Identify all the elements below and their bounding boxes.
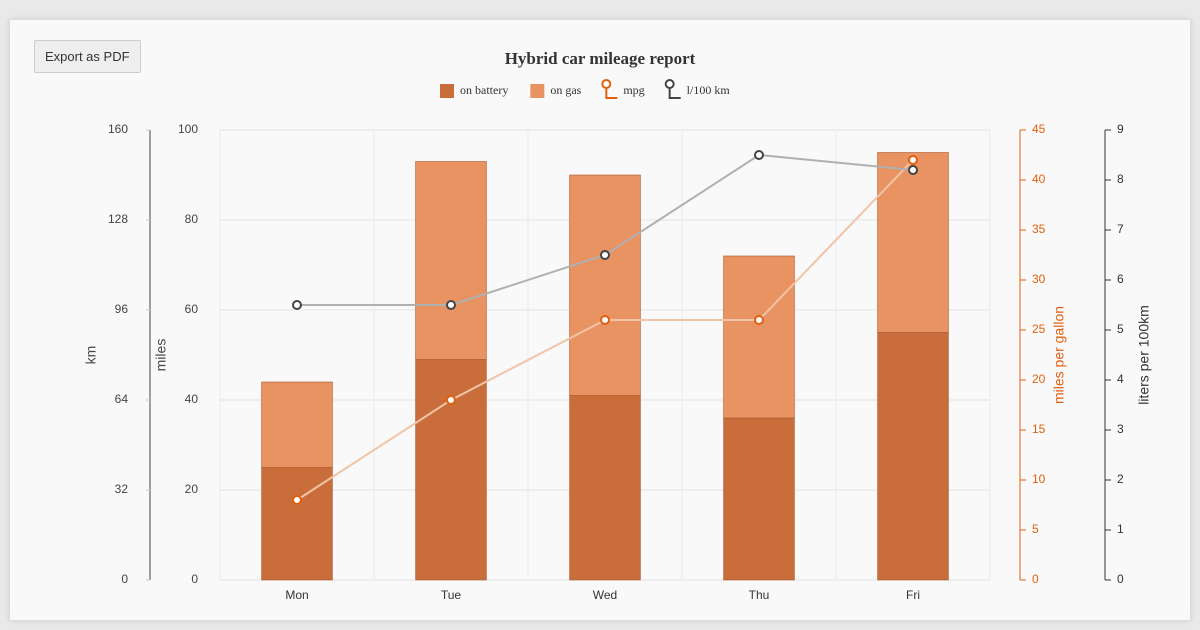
marker <box>908 165 918 175</box>
tick-label: 7 <box>1117 222 1124 236</box>
tick-label: 1 <box>1117 522 1124 536</box>
tick-label: 35 <box>1032 222 1046 236</box>
tick-label: 0 <box>121 572 128 586</box>
marker <box>754 150 764 160</box>
tick-label: 10 <box>1032 472 1046 486</box>
tick-label: 4 <box>1117 372 1124 386</box>
tick-label: 6 <box>1117 272 1124 286</box>
axis-title: miles <box>153 339 169 372</box>
tick-label: 0 <box>191 572 198 586</box>
tick-label: 3 <box>1117 422 1124 436</box>
tick-label: 20 <box>185 482 199 496</box>
tick-label: 40 <box>185 392 199 406</box>
tick-label: 0 <box>1032 572 1039 586</box>
marker <box>446 300 456 310</box>
tick-label: 80 <box>185 212 199 226</box>
marker <box>292 300 302 310</box>
x-tick-label: Tue <box>441 588 462 602</box>
tick-label: 15 <box>1032 422 1046 436</box>
x-tick-label: Thu <box>749 588 770 602</box>
tick-label: 96 <box>115 302 129 316</box>
axis-title: liters per 100km <box>1136 305 1152 405</box>
marker <box>292 495 302 505</box>
chart-title: Hybrid car mileage report <box>505 49 696 68</box>
chart: Hybrid car mileage report 020406080100mi… <box>83 49 1152 602</box>
panel: Export as PDF Hybrid car mileage report … <box>10 20 1190 620</box>
bar-segment <box>877 332 949 581</box>
tick-label: 2 <box>1117 472 1124 486</box>
tick-label: 0 <box>1117 572 1124 586</box>
bar-segment <box>877 152 949 333</box>
legend-swatch <box>440 84 454 98</box>
x-tick-label: Fri <box>906 588 920 602</box>
marker <box>908 155 918 165</box>
bar-segment <box>261 381 333 468</box>
tick-label: 8 <box>1117 172 1124 186</box>
tick-label: 40 <box>1032 172 1046 186</box>
bar-segment <box>415 161 487 360</box>
export-button[interactable]: Export as PDF <box>34 40 141 73</box>
legend-swatch <box>601 79 612 89</box>
bar-segment <box>569 395 641 581</box>
tick-label: 60 <box>185 302 199 316</box>
tick-label: 9 <box>1117 122 1124 136</box>
marker <box>600 315 610 325</box>
legend-label: on gas <box>550 83 581 97</box>
bar-segment <box>723 417 795 581</box>
tick-label: 100 <box>178 122 198 136</box>
x-tick-label: Wed <box>593 588 617 602</box>
tick-label: 5 <box>1117 322 1124 336</box>
marker <box>446 395 456 405</box>
marker <box>600 250 610 260</box>
bar-segment <box>569 174 641 396</box>
tick-label: 25 <box>1032 322 1046 336</box>
tick-label: 30 <box>1032 272 1046 286</box>
tick-label: 20 <box>1032 372 1046 386</box>
legend-label: mpg <box>623 83 644 97</box>
tick-label: 160 <box>108 122 128 136</box>
bar-segment <box>261 467 333 581</box>
legend-label: on battery <box>460 83 508 97</box>
axis-title: km <box>83 346 99 365</box>
bar-segment <box>415 359 487 581</box>
legend-swatch <box>664 79 675 89</box>
tick-label: 5 <box>1032 522 1039 536</box>
bar-segment <box>723 255 795 419</box>
legend-swatch <box>530 84 545 98</box>
tick-label: 32 <box>115 482 129 496</box>
tick-label: 45 <box>1032 122 1046 136</box>
axis-title: miles per gallon <box>1051 306 1067 404</box>
marker <box>754 315 764 325</box>
tick-label: 64 <box>115 392 129 406</box>
legend-label: l/100 km <box>687 83 731 97</box>
x-tick-label: Mon <box>285 588 308 602</box>
tick-label: 128 <box>108 212 128 226</box>
